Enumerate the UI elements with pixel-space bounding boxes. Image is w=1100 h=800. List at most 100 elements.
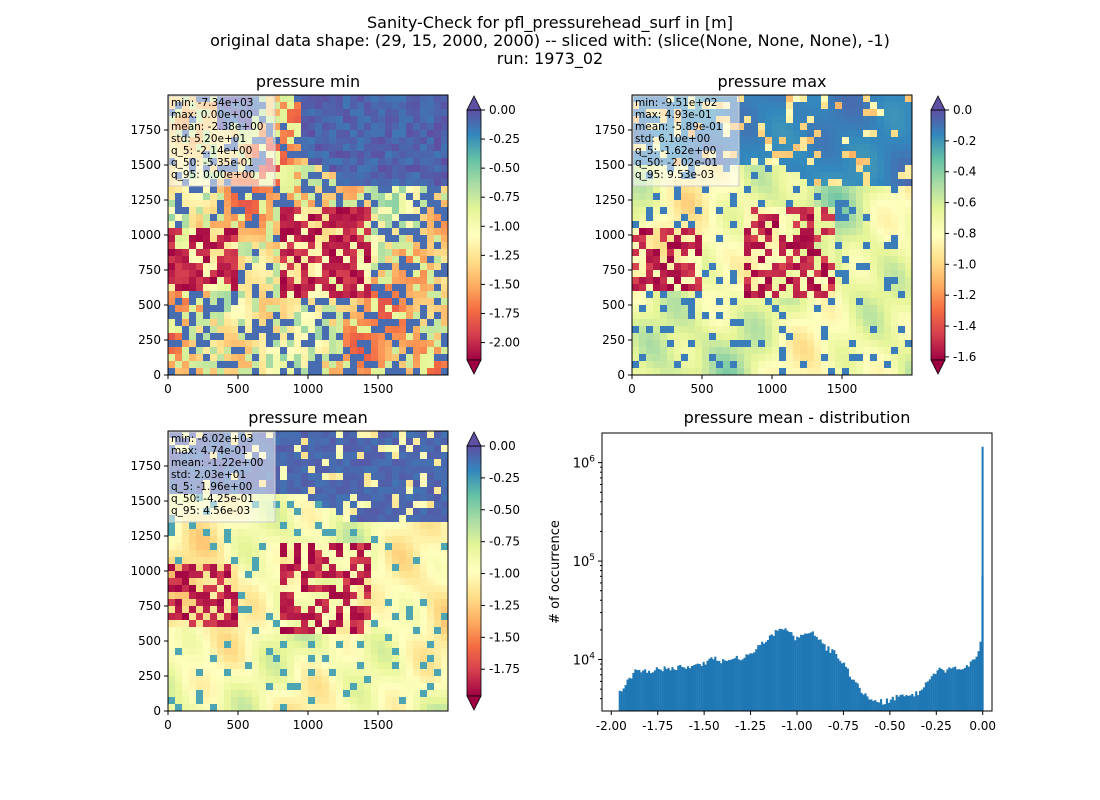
heatmap-cell xyxy=(434,200,442,208)
heatmap-cell xyxy=(308,207,316,215)
heatmap-cell xyxy=(245,193,253,201)
heatmap-cell xyxy=(210,690,218,698)
heatmap-cell xyxy=(406,459,414,467)
heatmap-cell xyxy=(821,116,829,124)
heatmap-cell xyxy=(329,529,337,537)
heatmap-cell xyxy=(273,249,281,257)
heatmap-cell xyxy=(182,557,190,565)
heatmap-cell xyxy=(406,634,414,642)
heatmap-cell xyxy=(315,116,323,124)
heatmap-cell xyxy=(385,95,393,103)
heatmap-cell xyxy=(688,186,696,194)
heatmap-cell xyxy=(737,130,745,138)
heatmap-cell xyxy=(406,291,414,299)
heatmap-cell xyxy=(273,368,281,376)
heatmap-cell xyxy=(273,109,281,117)
heatmap-cell xyxy=(273,277,281,285)
heatmap-cell xyxy=(420,361,428,369)
heatmap-cell xyxy=(413,95,421,103)
heatmap-cell xyxy=(189,606,197,614)
heatmap-cell xyxy=(441,606,449,614)
heatmap-cell xyxy=(765,361,773,369)
heatmap-cell xyxy=(315,165,323,173)
heatmap-cell xyxy=(856,130,864,138)
colorbar-tick-label: -0.50 xyxy=(489,161,520,175)
heatmap-cell xyxy=(308,221,316,229)
heatmap-cell xyxy=(399,508,407,516)
heatmap-cell xyxy=(413,319,421,327)
heatmap-cell xyxy=(406,662,414,670)
heatmap-cell xyxy=(674,340,682,348)
heatmap-cell xyxy=(905,249,913,257)
heatmap-cell xyxy=(413,501,421,509)
heatmap-cell xyxy=(357,564,365,572)
heatmap-cell xyxy=(681,340,689,348)
heatmap-cell xyxy=(420,613,428,621)
heatmap-cell xyxy=(343,193,351,201)
heatmap-cell xyxy=(301,613,309,621)
heatmap-cell xyxy=(406,214,414,222)
heatmap-cell xyxy=(716,263,724,271)
heatmap-cell xyxy=(660,284,668,292)
heatmap-cell xyxy=(217,228,225,236)
heatmap-cell xyxy=(406,186,414,194)
heatmap-cell xyxy=(863,368,871,376)
heatmap-cell xyxy=(287,431,295,439)
heatmap-cell xyxy=(238,529,246,537)
heatmap-cell xyxy=(434,298,442,306)
heatmap-cell xyxy=(259,354,267,362)
heatmap-cell xyxy=(175,214,183,222)
heatmap-cell xyxy=(842,200,850,208)
heatmap-cell xyxy=(688,270,696,278)
heatmap-cell xyxy=(434,494,442,502)
heatmap-cell xyxy=(646,333,654,341)
heatmap-cell xyxy=(287,284,295,292)
heatmap-cell xyxy=(653,221,661,229)
heatmap-cell xyxy=(343,445,351,453)
heatmap-cell xyxy=(357,662,365,670)
heatmap-cell xyxy=(378,487,386,495)
heatmap-cell xyxy=(182,620,190,628)
heatmap-cell xyxy=(231,683,239,691)
heatmap-cell xyxy=(674,235,682,243)
heatmap-cell xyxy=(744,242,752,250)
heatmap-cell xyxy=(399,207,407,215)
heatmap-cell xyxy=(385,151,393,159)
heatmap-cell xyxy=(807,200,815,208)
heatmap-cell xyxy=(730,256,738,264)
heatmap-cell xyxy=(182,690,190,698)
heatmap-cell xyxy=(294,697,302,705)
heatmap-cell xyxy=(674,186,682,194)
heatmap-cell xyxy=(716,256,724,264)
heatmap-cell xyxy=(378,585,386,593)
heatmap-cell xyxy=(357,501,365,509)
heatmap-cell xyxy=(814,165,822,173)
heatmap-cell xyxy=(329,228,337,236)
heatmap-cell xyxy=(210,536,218,544)
heatmap-cell xyxy=(891,291,899,299)
heatmap-cell xyxy=(280,585,288,593)
heatmap-cell xyxy=(441,648,449,656)
heatmap-cell xyxy=(350,242,358,250)
heatmap-cell xyxy=(259,277,267,285)
heatmap-cell xyxy=(863,137,871,145)
heatmap-cell xyxy=(399,501,407,509)
heatmap-cell xyxy=(765,172,773,180)
heatmap-cell xyxy=(786,354,794,362)
heatmap-cell xyxy=(371,648,379,656)
heatmap-cell xyxy=(287,123,295,131)
heatmap-cell xyxy=(217,543,225,551)
heatmap-cell xyxy=(217,522,225,530)
heatmap-cell xyxy=(786,340,794,348)
heatmap-cell xyxy=(716,340,724,348)
heatmap-cell xyxy=(646,319,654,327)
heatmap-cell xyxy=(294,550,302,558)
heatmap-cell xyxy=(441,137,449,145)
heatmap-cell xyxy=(730,277,738,285)
stats-line: min: -9.51e+02 xyxy=(635,97,717,109)
heatmap-cell xyxy=(196,599,204,607)
heatmap-cell xyxy=(856,186,864,194)
heatmap-cell xyxy=(357,613,365,621)
heatmap-cell xyxy=(238,228,246,236)
heatmap-cell xyxy=(378,473,386,481)
